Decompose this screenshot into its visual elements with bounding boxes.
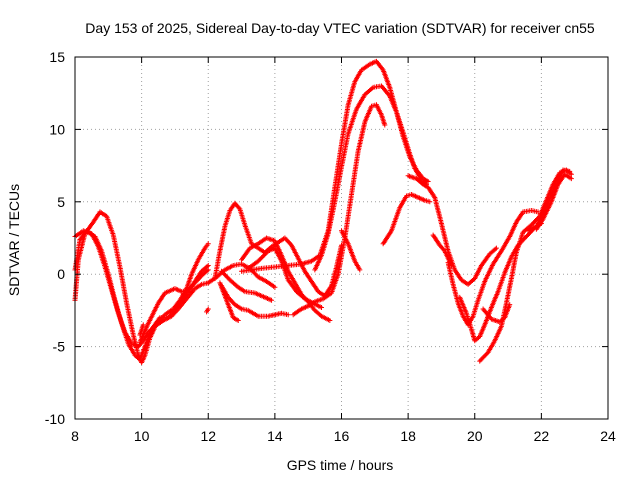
series-marker-trail xyxy=(534,172,573,231)
x-tick-label: 16 xyxy=(334,428,350,444)
series-marker-trail xyxy=(381,192,431,245)
series-marker-trail xyxy=(204,307,210,313)
series-marker-trail xyxy=(220,269,273,303)
series-marker-trail xyxy=(481,303,512,324)
series-marker-trail xyxy=(138,268,210,344)
series-trace-14 xyxy=(312,83,429,273)
series-trace-9 xyxy=(219,268,275,303)
x-tick-label: 14 xyxy=(267,428,283,444)
series-trace-6 xyxy=(205,261,278,290)
y-tick-label: 15 xyxy=(49,49,65,65)
series-marker-trail xyxy=(292,102,387,317)
x-tick-label: 8 xyxy=(71,428,79,444)
series-trace-17 xyxy=(405,173,499,287)
grid-layer xyxy=(75,57,608,419)
series-trace-8 xyxy=(217,280,241,324)
x-tick-label: 10 xyxy=(134,428,150,444)
series-trace-25 xyxy=(137,322,146,338)
x-tick-label: 12 xyxy=(200,428,216,444)
x-tick-label: 22 xyxy=(534,428,550,444)
series-trace-15 xyxy=(339,228,363,273)
x-axis-label: GPS time / hours xyxy=(287,457,394,473)
y-axis-label: SDTVAR / TECUs xyxy=(6,184,22,296)
series-trace-16 xyxy=(380,192,433,247)
x-tick-label: 20 xyxy=(467,428,483,444)
y-tick-label: -10 xyxy=(45,411,65,427)
series-marker-trail xyxy=(339,229,362,271)
y-tick-label: 10 xyxy=(49,121,65,137)
series-marker-trail xyxy=(73,228,210,349)
series-marker-trail xyxy=(407,173,498,286)
data-points-layer xyxy=(72,58,574,366)
ticks-layer: 8 10 12 14 16 18 20 22 24 15 10 5 0 -5 -10 xyxy=(45,49,616,444)
series-marker-trail xyxy=(247,246,323,310)
series-trace-12 xyxy=(290,102,388,318)
series-trace-18 xyxy=(430,232,454,269)
y-tick-label: 0 xyxy=(57,266,65,282)
y-tick-label: 5 xyxy=(57,194,65,210)
series-marker-trail xyxy=(218,281,240,323)
y-tick-label: -5 xyxy=(53,339,66,355)
x-tick-label: 24 xyxy=(600,428,616,444)
series-trace-4 xyxy=(137,267,211,345)
series-marker-trail xyxy=(431,233,454,267)
series-trace-24 xyxy=(533,171,574,232)
series-marker-trail xyxy=(313,83,428,271)
x-tick-label: 18 xyxy=(400,428,416,444)
series-trace-26 xyxy=(204,306,211,315)
series-marker-trail xyxy=(137,323,146,337)
chart-title: Day 153 of 2025, Sidereal Day-to-day VTE… xyxy=(85,20,595,36)
